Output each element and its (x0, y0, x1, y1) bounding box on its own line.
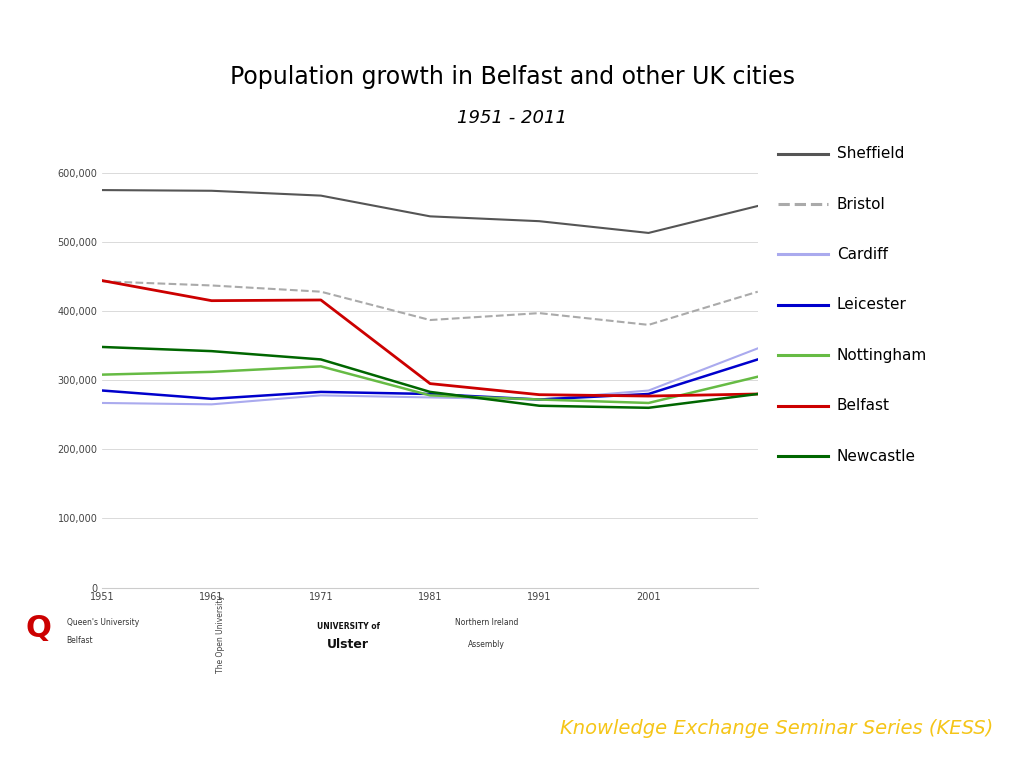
Text: Northern Ireland: Northern Ireland (455, 618, 518, 627)
Text: Population growth in Belfast and other UK cities: Population growth in Belfast and other U… (229, 65, 795, 89)
Text: Belfast: Belfast (837, 399, 890, 413)
Text: Bristol: Bristol (837, 197, 886, 211)
Text: The Open University: The Open University (216, 594, 224, 673)
Text: Knowledge Exchange Seminar Series (KESS): Knowledge Exchange Seminar Series (KESS) (560, 719, 993, 738)
Text: Nottingham: Nottingham (837, 348, 927, 362)
Text: Assembly: Assembly (468, 641, 505, 649)
Text: UNIVERSITY of: UNIVERSITY of (316, 622, 380, 631)
Text: 1951 - 2011: 1951 - 2011 (457, 108, 567, 127)
Text: Sheffield: Sheffield (837, 146, 904, 161)
Text: Belfast: Belfast (67, 637, 93, 645)
Text: Leicester: Leicester (837, 297, 906, 313)
Text: Queen's University: Queen's University (67, 618, 139, 627)
Text: Cardiff: Cardiff (837, 247, 888, 262)
Text: Ulster: Ulster (327, 638, 370, 651)
Text: Q: Q (26, 614, 51, 644)
Text: Newcastle: Newcastle (837, 449, 915, 464)
